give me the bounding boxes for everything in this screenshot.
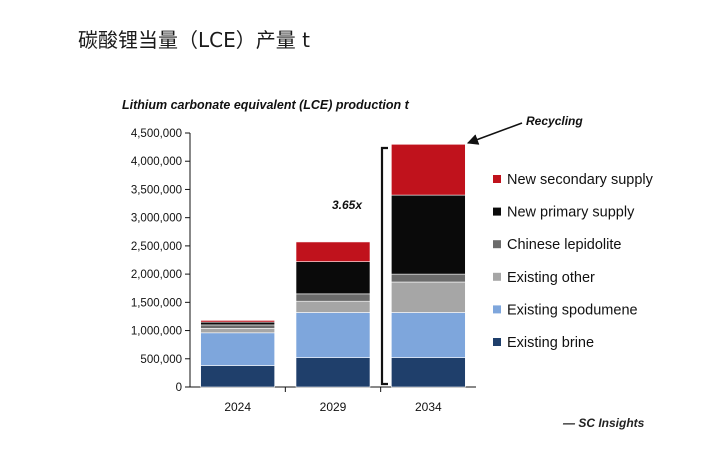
bar-segment (200, 321, 275, 326)
y-tick-label: 3,000,000 (131, 213, 182, 225)
legend-label: Chinese lepidolite (507, 237, 621, 253)
bar-segment (391, 194, 466, 275)
bar-segment (200, 324, 275, 329)
bar-segment (200, 327, 275, 334)
bar-segment (200, 332, 275, 366)
chart-title: Lithium carbonate equivalent (LCE) produ… (122, 98, 410, 112)
stacked-bars (200, 143, 466, 388)
legend-label: Existing other (507, 270, 595, 286)
y-tick-label: 1,500,000 (131, 297, 182, 309)
annotations: 3.65x Recycling (332, 114, 583, 386)
bar-segment (200, 320, 275, 323)
y-tick-label: 4,500,000 (131, 128, 182, 140)
recycling-arrow (466, 122, 523, 145)
bar-segment (391, 357, 466, 388)
bar-segment (295, 300, 371, 313)
bar-segment (391, 281, 466, 313)
legend-label: New secondary supply (507, 172, 654, 188)
x-tick-label: 2034 (415, 400, 442, 414)
page-heading: 碳酸锂当量（LCE）产量 t (78, 28, 310, 52)
legend-swatch (493, 175, 501, 183)
legend-swatch (493, 207, 501, 216)
bar-segment (391, 273, 466, 283)
bar-segment (295, 293, 371, 302)
bar-segment (295, 261, 371, 295)
y-tick-label: 500,000 (140, 354, 182, 366)
x-tick-label: 2029 (320, 400, 347, 414)
x-axis-ticks: 2024 2029 2034 (224, 387, 442, 414)
legend-label: New primary supply (507, 205, 635, 221)
y-tick-label: 1,000,000 (131, 326, 182, 338)
bar-segment (391, 312, 466, 358)
bar-segment (295, 357, 371, 388)
y-tick-label: 0 (176, 382, 182, 394)
y-tick-label: 2,000,000 (131, 269, 182, 281)
bar-stack-2029 (295, 241, 371, 388)
recycling-label: Recycling (526, 114, 583, 128)
bar-segment (391, 143, 466, 196)
legend-swatch (493, 272, 501, 281)
source-note: — SC Insights (562, 416, 645, 430)
legend-swatch (493, 305, 501, 314)
y-tick-label: 3,500,000 (131, 184, 182, 196)
x-tick-label: 2024 (224, 400, 251, 414)
y-tick-label: 4,000,000 (131, 156, 182, 168)
bar-segment (200, 365, 275, 388)
bar-stack-2024 (200, 320, 275, 388)
legend-label: Existing spodumene (507, 302, 638, 318)
bar-segment (295, 312, 371, 358)
legend-label: Existing brine (507, 335, 594, 351)
legend-swatch (493, 240, 501, 249)
legend-swatch (493, 338, 501, 346)
bar-stack-2034 (391, 143, 466, 388)
bar-segment (295, 241, 371, 262)
y-tick-label: 2,500,000 (131, 241, 182, 253)
legend: New secondary supply New primary supply Ch… (493, 172, 654, 351)
multiplier-label: 3.65x (332, 198, 363, 212)
y-axis-ticks: 0 500,000 1,000,000 1,500,000 2,000,000 2,500… (131, 128, 190, 394)
multiplier-bracket (380, 146, 388, 386)
